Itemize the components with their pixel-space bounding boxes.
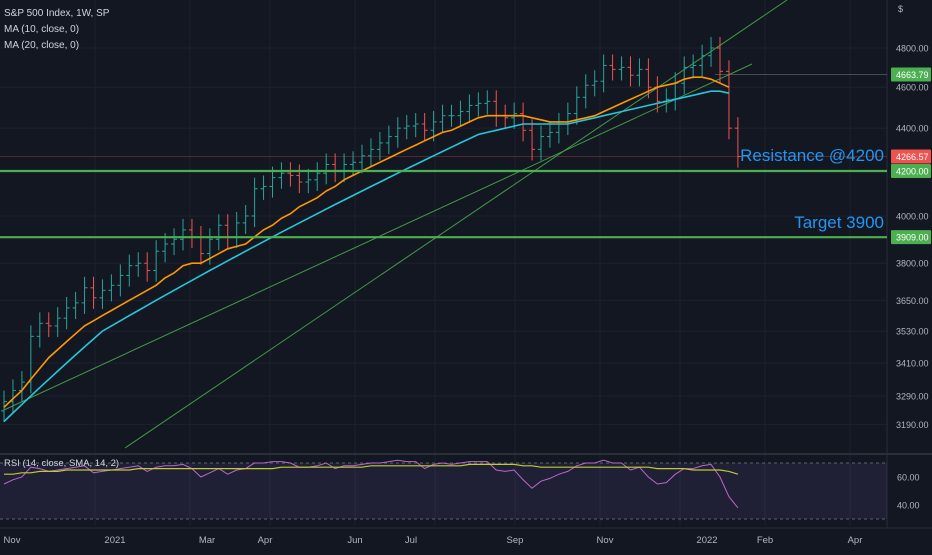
price-label-bg — [891, 164, 931, 179]
ma20-line[interactable] — [3, 90, 730, 423]
price-axis-tick: 4600.00 — [896, 83, 929, 93]
price-axis-tick: 3290.00 — [896, 392, 929, 402]
price-axis-tick: 3650.00 — [896, 296, 929, 306]
time-axis-label: 2022 — [696, 535, 717, 546]
time-axis-label: 2021 — [104, 535, 125, 546]
time-axis-label: Sep — [507, 535, 524, 546]
price-label-bg — [891, 149, 931, 164]
legend-ma10[interactable]: MA (10, close, 0) — [4, 24, 80, 35]
price-label: 4266.57 — [896, 152, 929, 162]
time-axis-label: Jul — [405, 535, 417, 546]
trendline-upper[interactable] — [124, 0, 788, 449]
price-axis-tick: 3800.00 — [896, 259, 929, 269]
price-axis-tick: 4000.00 — [896, 211, 929, 221]
price-axis-tick: 4400.00 — [896, 124, 929, 134]
time-axis-label: Apr — [258, 535, 273, 546]
chart-legend: S&P 500 Index, 1W, SP MA (10, close, 0) … — [4, 6, 109, 54]
rsi-sma-line[interactable] — [4, 463, 739, 475]
ma10-line[interactable] — [3, 76, 730, 408]
time-axis-label: Apr — [848, 535, 863, 546]
price-label: 3909.00 — [896, 233, 929, 243]
rsi-band — [0, 463, 887, 519]
annotation-target: Target 3900 — [794, 213, 884, 232]
annotation-resistance: Resistance @4200 — [740, 146, 884, 165]
price-label: 4200.00 — [896, 167, 929, 177]
rsi-axis-tick: 40.00 — [897, 501, 920, 511]
time-axis-label: Feb — [757, 535, 773, 546]
rsi-line[interactable] — [3, 459, 739, 509]
currency-icon: $ — [898, 4, 903, 14]
price-axis-tick: 3190.00 — [896, 420, 929, 430]
price-label: 4663.79 — [896, 70, 929, 80]
price-axis-tick: 3410.00 — [896, 358, 929, 368]
price-label-bg — [891, 67, 931, 82]
legend-title[interactable]: S&P 500 Index, 1W, SP — [4, 8, 110, 19]
legend-ma20[interactable]: MA (20, close, 0) — [4, 40, 80, 51]
rsi-axis-tick: 60.00 — [897, 473, 920, 483]
price-axis-tick: 3530.00 — [896, 327, 929, 337]
time-axis-label: Mar — [199, 535, 215, 546]
time-axis-label: Nov — [4, 535, 21, 546]
price-label-bg — [891, 230, 931, 245]
time-axis-label: Jun — [347, 535, 362, 546]
price-axis-tick: 4800.00 — [896, 44, 929, 54]
legend-rsi[interactable]: RSI (14, close, SMA, 14, 2) — [4, 458, 120, 469]
time-axis-label: Nov — [597, 535, 614, 546]
